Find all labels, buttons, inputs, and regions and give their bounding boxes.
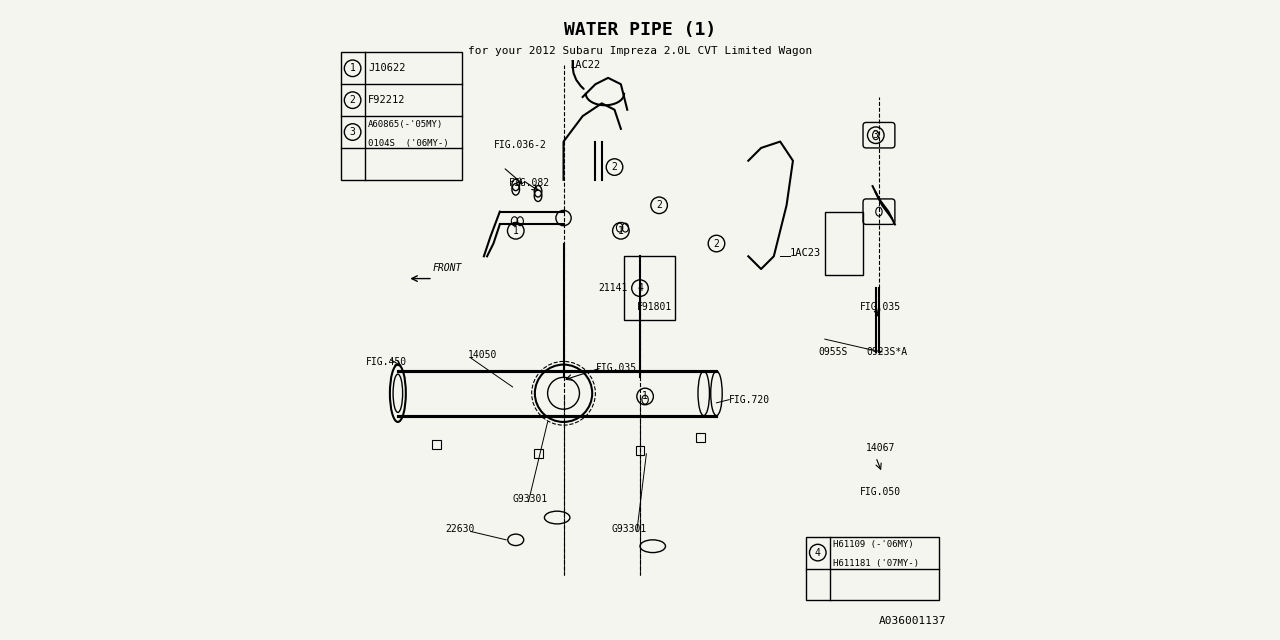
Text: 14050: 14050	[468, 350, 498, 360]
Text: F92212: F92212	[367, 95, 406, 105]
Text: 1: 1	[618, 226, 623, 236]
Text: 1: 1	[349, 63, 356, 74]
Text: 0923S*A: 0923S*A	[867, 347, 908, 357]
Text: 1: 1	[513, 226, 518, 236]
Text: 3: 3	[349, 127, 356, 137]
Text: 0955S: 0955S	[818, 347, 847, 357]
Text: 2: 2	[612, 162, 617, 172]
Text: 3: 3	[873, 130, 878, 140]
Text: FIG.720: FIG.720	[730, 395, 771, 405]
Text: A60865(-'05MY): A60865(-'05MY)	[367, 120, 443, 129]
Text: H61109 (-'06MY): H61109 (-'06MY)	[833, 540, 914, 549]
Text: 4: 4	[815, 548, 820, 557]
Text: F91801: F91801	[637, 303, 672, 312]
Text: FIG.036-2: FIG.036-2	[493, 140, 547, 150]
Text: 2: 2	[349, 95, 356, 105]
Text: 4: 4	[637, 283, 643, 293]
Bar	[431, 440, 440, 449]
Text: G93301: G93301	[612, 524, 646, 534]
Text: J10622: J10622	[367, 63, 406, 74]
Text: H611181 ('07MY-): H611181 ('07MY-)	[833, 559, 919, 568]
Text: 1: 1	[643, 392, 648, 401]
Text: 0104S  ('06MY-): 0104S ('06MY-)	[367, 139, 448, 148]
Text: FIG.082: FIG.082	[509, 178, 550, 188]
Text: 22630: 22630	[445, 524, 475, 534]
Text: 2: 2	[657, 200, 662, 211]
Bar	[696, 433, 705, 442]
Text: FRONT: FRONT	[433, 263, 462, 273]
Text: 1AC23: 1AC23	[790, 248, 820, 259]
Text: WATER PIPE (1): WATER PIPE (1)	[564, 20, 716, 38]
Text: FIG.035: FIG.035	[595, 363, 636, 373]
Bar	[340, 52, 462, 180]
Text: 2: 2	[713, 239, 719, 248]
Text: 21141: 21141	[599, 284, 628, 293]
Text: FIG.050: FIG.050	[860, 487, 901, 497]
Text: A036001137: A036001137	[878, 616, 946, 626]
Text: 1AC22: 1AC22	[570, 60, 602, 70]
Text: FIG.450: FIG.450	[366, 356, 407, 367]
Text: for your 2012 Subaru Impreza 2.0L CVT Limited Wagon: for your 2012 Subaru Impreza 2.0L CVT Li…	[468, 46, 812, 56]
Text: 14067: 14067	[867, 443, 896, 452]
Text: G93301: G93301	[512, 493, 548, 504]
Bar	[625, 256, 675, 320]
Bar	[805, 537, 940, 600]
Bar	[824, 212, 863, 275]
Bar	[636, 446, 644, 455]
Text: FIG.035: FIG.035	[860, 303, 901, 312]
Bar	[534, 449, 543, 458]
